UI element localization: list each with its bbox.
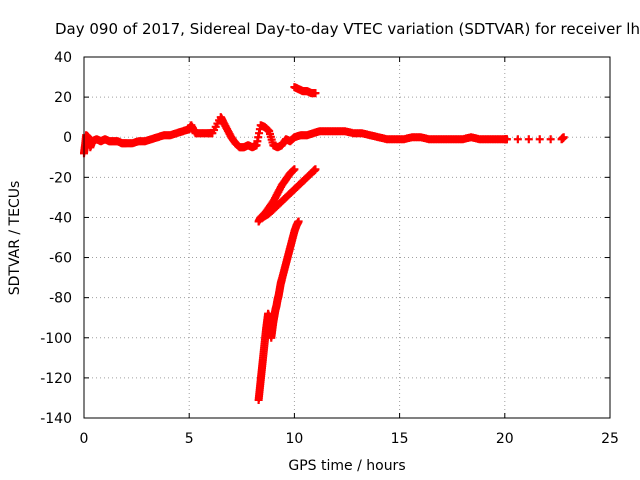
y-tick-label: 40 [54, 50, 72, 66]
y-tick-label: -60 [49, 251, 72, 267]
x-tick-label: 25 [601, 431, 619, 447]
x-tick-label: 5 [185, 431, 194, 447]
y-axis-label: SDTVAR / TECUs [7, 181, 23, 296]
y-tick-label: -80 [49, 291, 72, 307]
data-point [546, 135, 555, 144]
y-tick-label: -140 [40, 411, 72, 427]
grid [84, 57, 610, 418]
x-tick-label: 20 [496, 431, 514, 447]
data-point [524, 135, 533, 144]
series-steep-dip [254, 217, 303, 404]
y-tick-label: 20 [54, 90, 72, 106]
x-tick-label: 0 [80, 431, 89, 447]
y-tick-label: -120 [40, 371, 72, 387]
data-point [502, 135, 511, 144]
data-point [513, 135, 522, 144]
data-point [311, 165, 320, 174]
data-point [290, 165, 299, 174]
y-tick-label: -20 [49, 170, 72, 186]
x-tick-label: 15 [391, 431, 409, 447]
chart-title: Day 090 of 2017, Sidereal Day-to-day VTE… [55, 20, 640, 38]
y-tick-label: -40 [49, 210, 72, 226]
data-points [80, 83, 568, 404]
series-near-zero-band [80, 113, 568, 158]
y-tick-label: 0 [63, 130, 72, 146]
y-tick-label: -100 [40, 331, 72, 347]
series-second-descending-streak [258, 165, 320, 222]
series-positive-arc [290, 83, 320, 98]
plot-frame [83, 56, 611, 419]
x-axis-label: GPS time / hours [288, 458, 405, 474]
data-point [559, 133, 568, 142]
axis-ticks: 0 5 10 15 20 25 -140 -120 -100 -80 -60 -40 -20 0 20 40 [40, 50, 619, 447]
data-point [535, 135, 544, 144]
data-point [311, 89, 320, 98]
x-tick-label: 10 [285, 431, 303, 447]
data-point [294, 217, 303, 226]
